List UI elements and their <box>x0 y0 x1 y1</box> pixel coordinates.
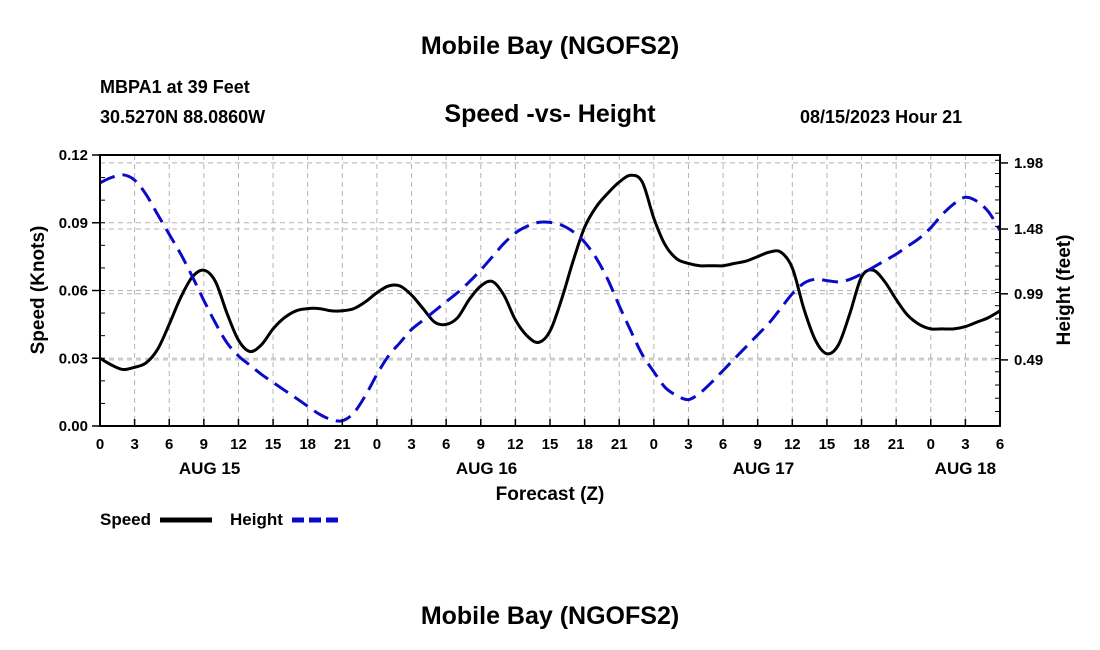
station-coordinates: 30.5270N 88.0860W <box>100 107 266 127</box>
page-title: Mobile Bay (NGOFS2) <box>420 32 680 60</box>
x-tick-label: 9 <box>477 436 485 453</box>
x-tick-label: 6 <box>442 436 450 453</box>
series-line-height <box>99 173 1002 423</box>
y-tick-label: 0.12 <box>59 147 88 164</box>
x-tick-label: 12 <box>784 436 801 453</box>
x-tick-label: 15 <box>265 436 282 453</box>
x-tick-label: 6 <box>996 436 1004 453</box>
x-tick-label: 0 <box>650 436 658 453</box>
axes: 0 3 6 9 12 15 18 21 0 3 6 9 12 15 18 21 0 3 6 9 12 15 18 21 0 3 6A… <box>59 147 1043 478</box>
x-tick-label: 9 <box>754 436 762 453</box>
x-tick-label: 3 <box>130 436 138 453</box>
y-axis-label: Speed (Knots) <box>28 226 49 355</box>
x-tick-label: 21 <box>334 436 351 453</box>
x-tick-label: 15 <box>542 436 559 453</box>
y-tick-label: 0.09 <box>59 215 88 232</box>
date-label: AUG 17 <box>733 459 794 478</box>
x-tick-label: 18 <box>853 436 870 453</box>
y2-tick-label: 1.48 <box>1014 221 1043 238</box>
y2-axis-label: Height (feet) <box>1054 235 1075 346</box>
x-tick-label: 3 <box>407 436 415 453</box>
y-tick-label: 0.03 <box>59 350 88 367</box>
footer-title: Mobile Bay (NGOFS2) <box>420 602 680 630</box>
y-tick-label: 0.06 <box>59 283 88 300</box>
x-tick-label: 15 <box>819 436 836 453</box>
grid <box>100 155 1000 426</box>
x-tick-label: 9 <box>200 436 208 453</box>
y2-tick-label: 1.98 <box>1014 155 1043 172</box>
x-tick-label: 18 <box>576 436 593 453</box>
legend-speed-label: Speed <box>100 510 151 529</box>
legend: Speed Height <box>100 510 342 529</box>
x-tick-label: 6 <box>165 436 173 453</box>
y-tick-label: 0.00 <box>59 418 88 435</box>
x-tick-label: 12 <box>230 436 247 453</box>
x-tick-label: 21 <box>888 436 905 453</box>
y2-tick-label: 0.99 <box>1014 286 1043 303</box>
chart-title: Speed -vs- Height <box>444 100 656 128</box>
series-line-speed <box>99 173 1001 372</box>
x-tick-label: 0 <box>373 436 381 453</box>
series-layer <box>99 173 1002 423</box>
x-tick-label: 3 <box>961 436 969 453</box>
x-tick-label: 6 <box>719 436 727 453</box>
date-label: AUG 18 <box>935 459 996 478</box>
x-axis-label: Forecast (Z) <box>496 484 605 505</box>
station-label: MBPA1 at 39 Feet <box>100 77 250 97</box>
legend-height-label: Height <box>230 510 283 529</box>
forecast-timestamp: 08/15/2023 Hour 21 <box>800 107 963 127</box>
date-label: AUG 16 <box>456 459 517 478</box>
x-tick-label: 21 <box>611 436 628 453</box>
x-tick-label: 18 <box>299 436 316 453</box>
y2-tick-label: 0.49 <box>1014 352 1043 369</box>
x-tick-label: 12 <box>507 436 524 453</box>
date-label: AUG 15 <box>179 459 240 478</box>
x-tick-label: 0 <box>927 436 935 453</box>
x-tick-label: 3 <box>684 436 692 453</box>
x-tick-label: 0 <box>96 436 104 453</box>
